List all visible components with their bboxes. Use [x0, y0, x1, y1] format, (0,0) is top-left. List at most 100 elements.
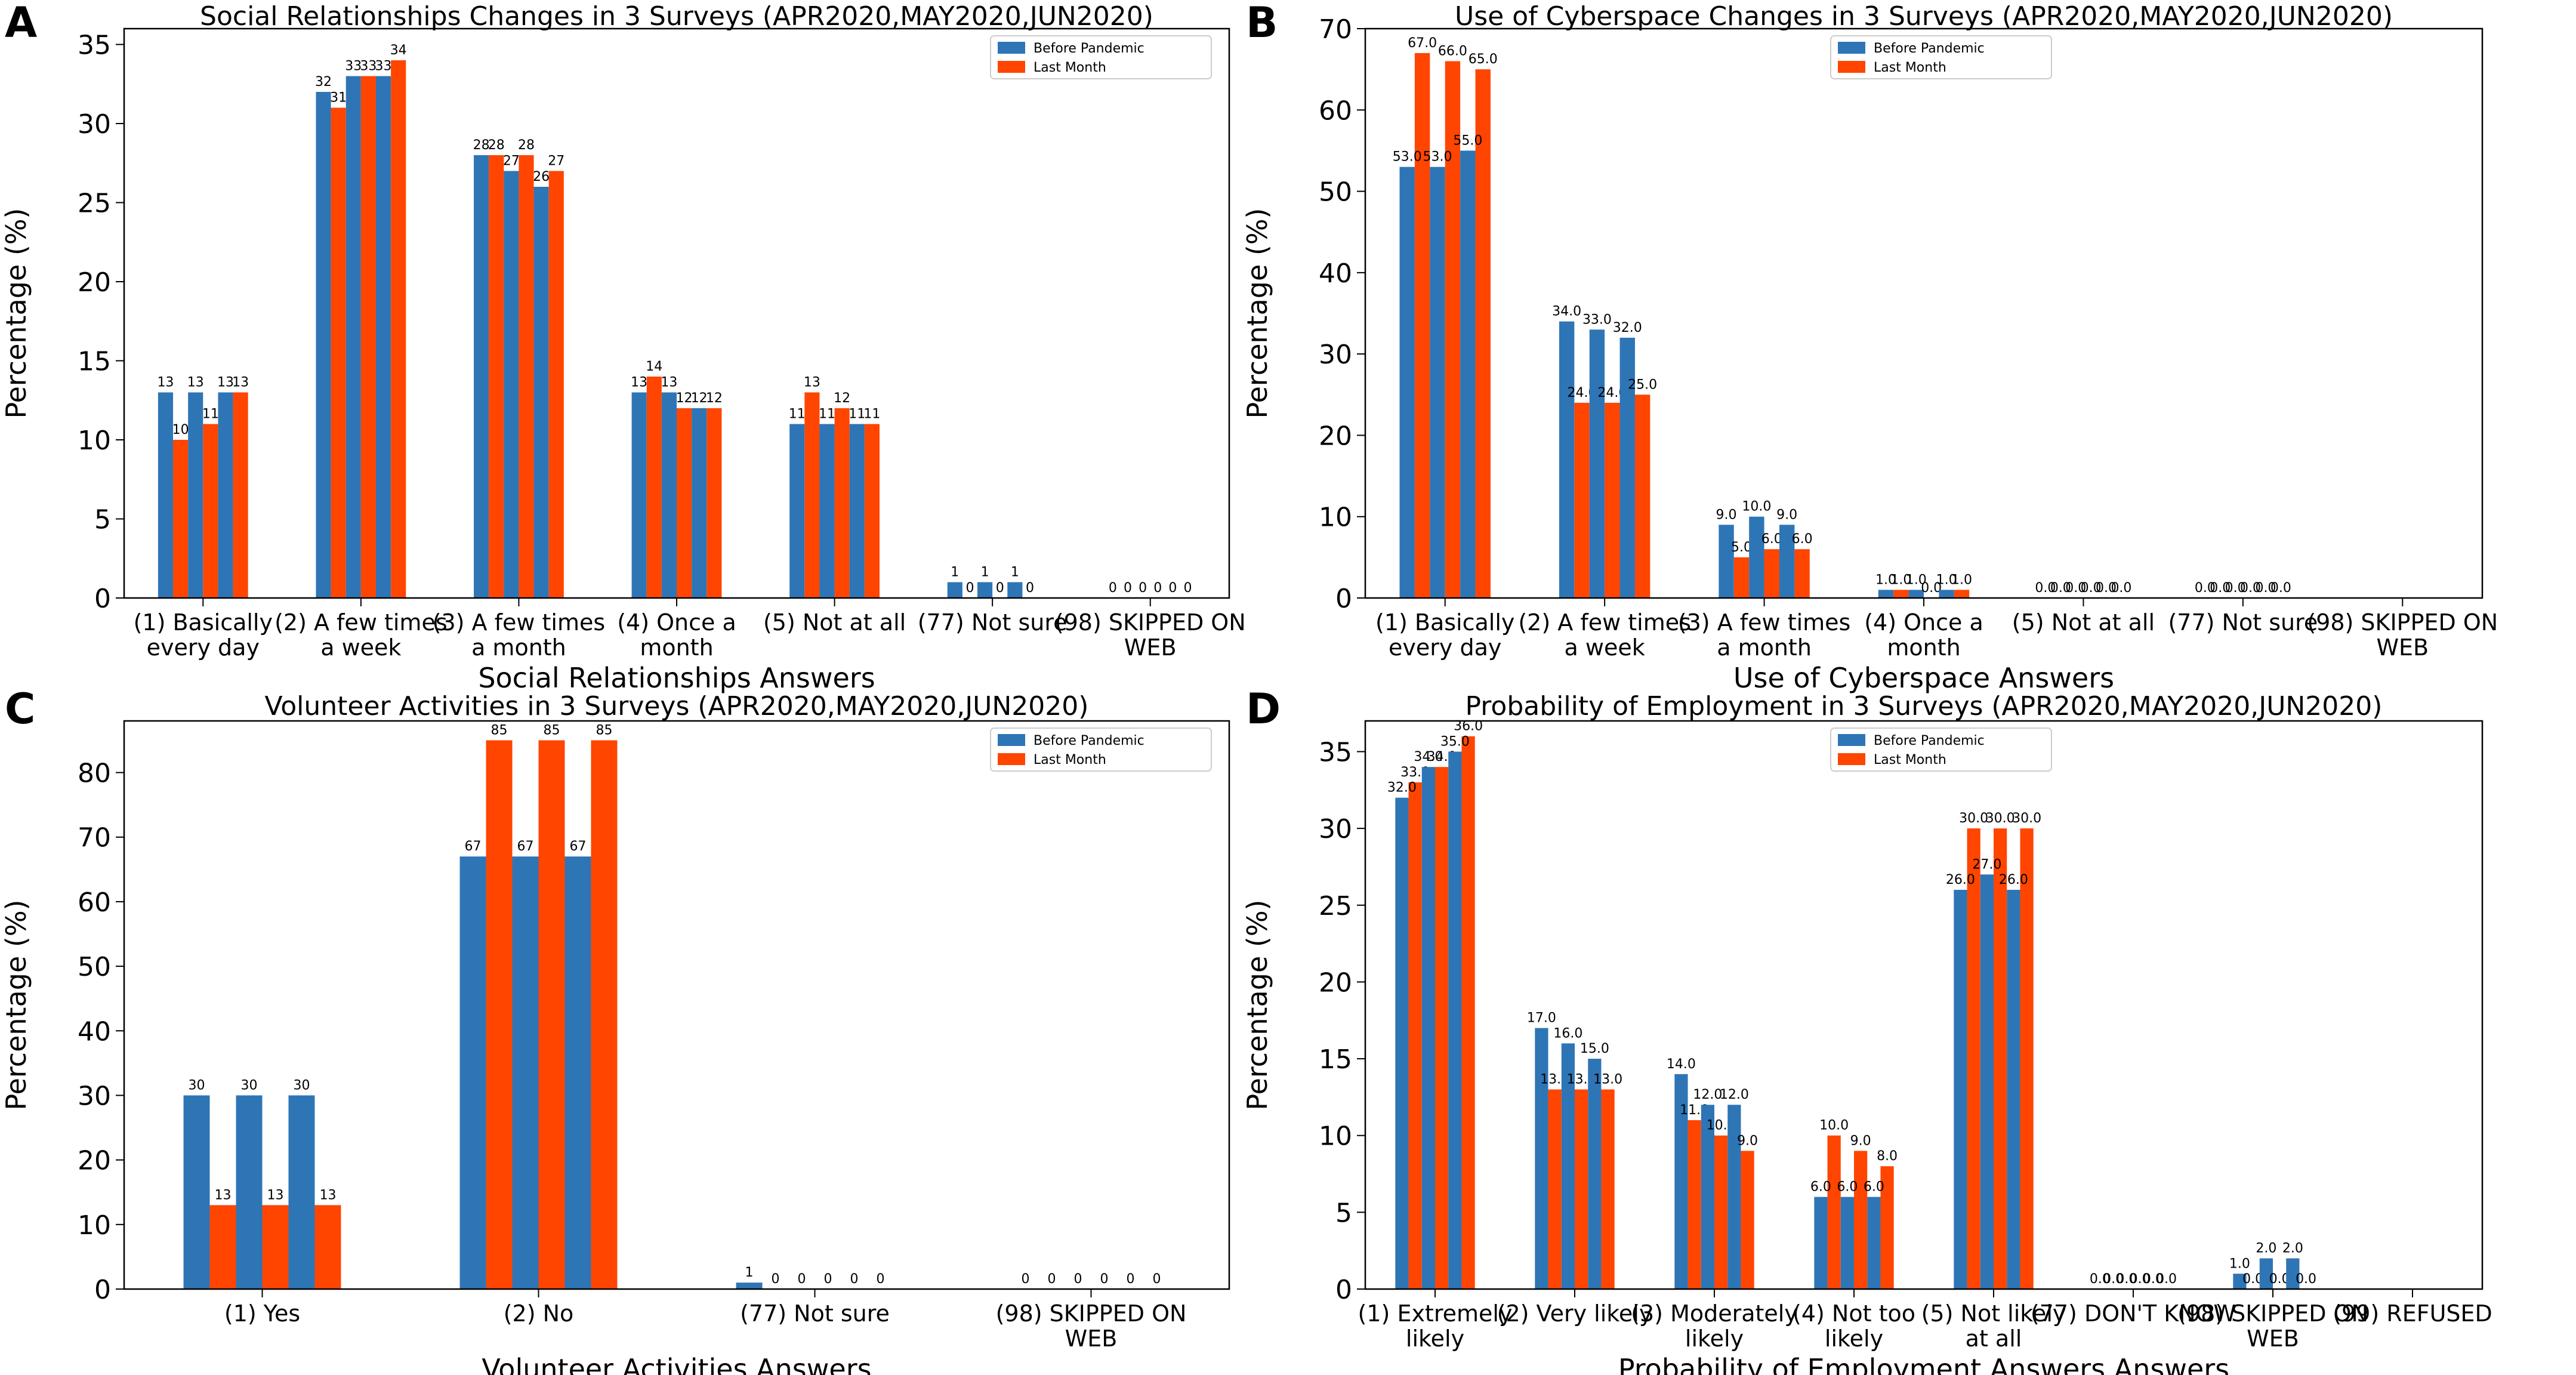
data-label: 0 [1153, 581, 1162, 596]
bar-before-pandemic [1701, 1105, 1714, 1289]
bar-last-month [1741, 1151, 1754, 1289]
legend-swatch-before [998, 734, 1025, 746]
x-tick-label: at all [1966, 1325, 2022, 1352]
bar-before-pandemic [1779, 525, 1795, 598]
data-label: 16.0 [1553, 1026, 1582, 1041]
bar-before-pandemic [1588, 1059, 1602, 1289]
data-label: 34.0 [1552, 304, 1581, 319]
bar-last-month [1634, 394, 1651, 598]
plot-frame [1364, 27, 2484, 599]
data-label: 13 [661, 375, 677, 390]
bar-last-month [1954, 590, 1970, 598]
data-label: 0 [996, 581, 1004, 596]
data-label: 6.0 [1761, 532, 1782, 547]
data-label: 11 [789, 407, 806, 422]
data-label: 0.0 [2130, 1272, 2151, 1287]
bar-last-month [1601, 1089, 1615, 1289]
data-label: 6.0 [1792, 532, 1813, 547]
data-label: 33 [360, 59, 377, 74]
bar-last-month [677, 408, 692, 598]
x-tick-label: (4) Not too [1793, 1300, 1915, 1327]
y-tick-label: 0 [1335, 584, 1352, 614]
y-axis-label: Percentage (%) [1241, 208, 1273, 419]
data-label: 0 [1139, 581, 1147, 596]
legend-box [1830, 727, 2052, 772]
legend-box [990, 727, 1212, 772]
data-label: 17.0 [1527, 1011, 1556, 1026]
bar-before-pandemic [158, 392, 174, 598]
y-tick-label: 35 [1319, 737, 1352, 767]
bar-before-pandemic [2233, 1274, 2247, 1289]
chart-title: Probability of Employment in 3 Surveys (… [1466, 691, 2383, 722]
x-tick-label: (4) Once a [1864, 609, 1983, 636]
x-tick-label: a week [320, 634, 401, 661]
x-tick-label: (5) Not at all [763, 609, 906, 636]
legend: Before Pandemic Last Month [1830, 35, 2052, 79]
data-label: 28 [518, 138, 535, 153]
bar-before-pandemic [631, 392, 647, 598]
bar-last-month [519, 155, 534, 598]
x-tick-label: (98) SKIPPED ON [1055, 609, 1246, 636]
data-label: 1.0 [1951, 572, 1972, 587]
data-label: 0 [1109, 581, 1117, 596]
data-label: 1 [951, 565, 959, 580]
bar-last-month [486, 740, 513, 1289]
data-label: 13 [217, 375, 234, 390]
plot-frame [123, 27, 1230, 599]
legend-label-before: Before Pandemic [1874, 41, 1985, 56]
data-label: 30.0 [1986, 811, 2015, 826]
y-axis-label: Percentage (%) [1241, 900, 1273, 1111]
data-label: 30 [189, 1078, 205, 1093]
data-label: 0 [876, 1272, 884, 1287]
data-label: 0 [965, 581, 974, 596]
data-label: 0.0 [2111, 581, 2131, 596]
bar-last-month [391, 60, 406, 598]
y-tick-label: 30 [78, 109, 111, 140]
data-label: 0 [1184, 581, 1192, 596]
data-label: 27 [503, 154, 520, 169]
x-tick-label: (2) A few times [1518, 609, 1691, 636]
bar-last-month [1893, 590, 1909, 598]
data-label: 14.0 [1667, 1057, 1696, 1072]
bar-last-month [173, 440, 189, 598]
x-tick-label: (98) SKIPPED ON [2307, 609, 2498, 636]
bar-last-month [804, 392, 820, 598]
data-label: 33 [345, 59, 362, 74]
data-label: 27 [548, 154, 564, 169]
data-label: 25.0 [1628, 377, 1657, 392]
bar-before-pandemic [564, 856, 591, 1289]
bar-before-pandemic [1908, 590, 1924, 598]
bar-last-month [591, 740, 618, 1289]
bar-before-pandemic [188, 392, 203, 598]
data-label: 13 [215, 1188, 232, 1203]
chart-title: Volunteer Activities in 3 Surveys (APR20… [265, 691, 1089, 722]
bar-before-pandemic [1980, 874, 1994, 1289]
y-tick-label: 20 [1319, 967, 1352, 998]
data-label: 34 [390, 43, 407, 58]
data-label: 1 [981, 565, 989, 580]
bar-before-pandemic [1007, 582, 1023, 598]
data-label: 6.0 [1810, 1180, 1831, 1195]
bar-last-month [1994, 828, 2007, 1289]
data-label: 0 [772, 1272, 780, 1287]
data-label: 2.0 [2256, 1241, 2276, 1256]
data-label: 0.0 [2270, 581, 2291, 596]
bar-before-pandemic [661, 392, 677, 598]
data-label: 0 [1168, 581, 1177, 596]
x-axis-label: Use of Cyberspace Answers [1733, 662, 2114, 694]
bar-before-pandemic [218, 392, 233, 598]
bar-before-pandemic [1939, 590, 1954, 598]
legend-swatch-before [1838, 734, 1865, 746]
x-tick-label: (2) No [504, 1300, 574, 1327]
bar-before-pandemic [533, 187, 549, 598]
chart-title: Use of Cyberspace Changes in 3 Surveys (… [1455, 1, 2393, 32]
x-tick-label: every day [147, 634, 260, 661]
data-label: 32.0 [1387, 781, 1417, 796]
data-label: 28 [488, 138, 505, 153]
bar-before-pandemic [947, 582, 962, 598]
data-label: 12.0 [1720, 1087, 1749, 1102]
data-label: 67 [517, 839, 534, 854]
y-tick-label: 70 [78, 823, 111, 853]
y-tick-label: 10 [1319, 502, 1352, 533]
data-label: 67 [569, 839, 586, 854]
